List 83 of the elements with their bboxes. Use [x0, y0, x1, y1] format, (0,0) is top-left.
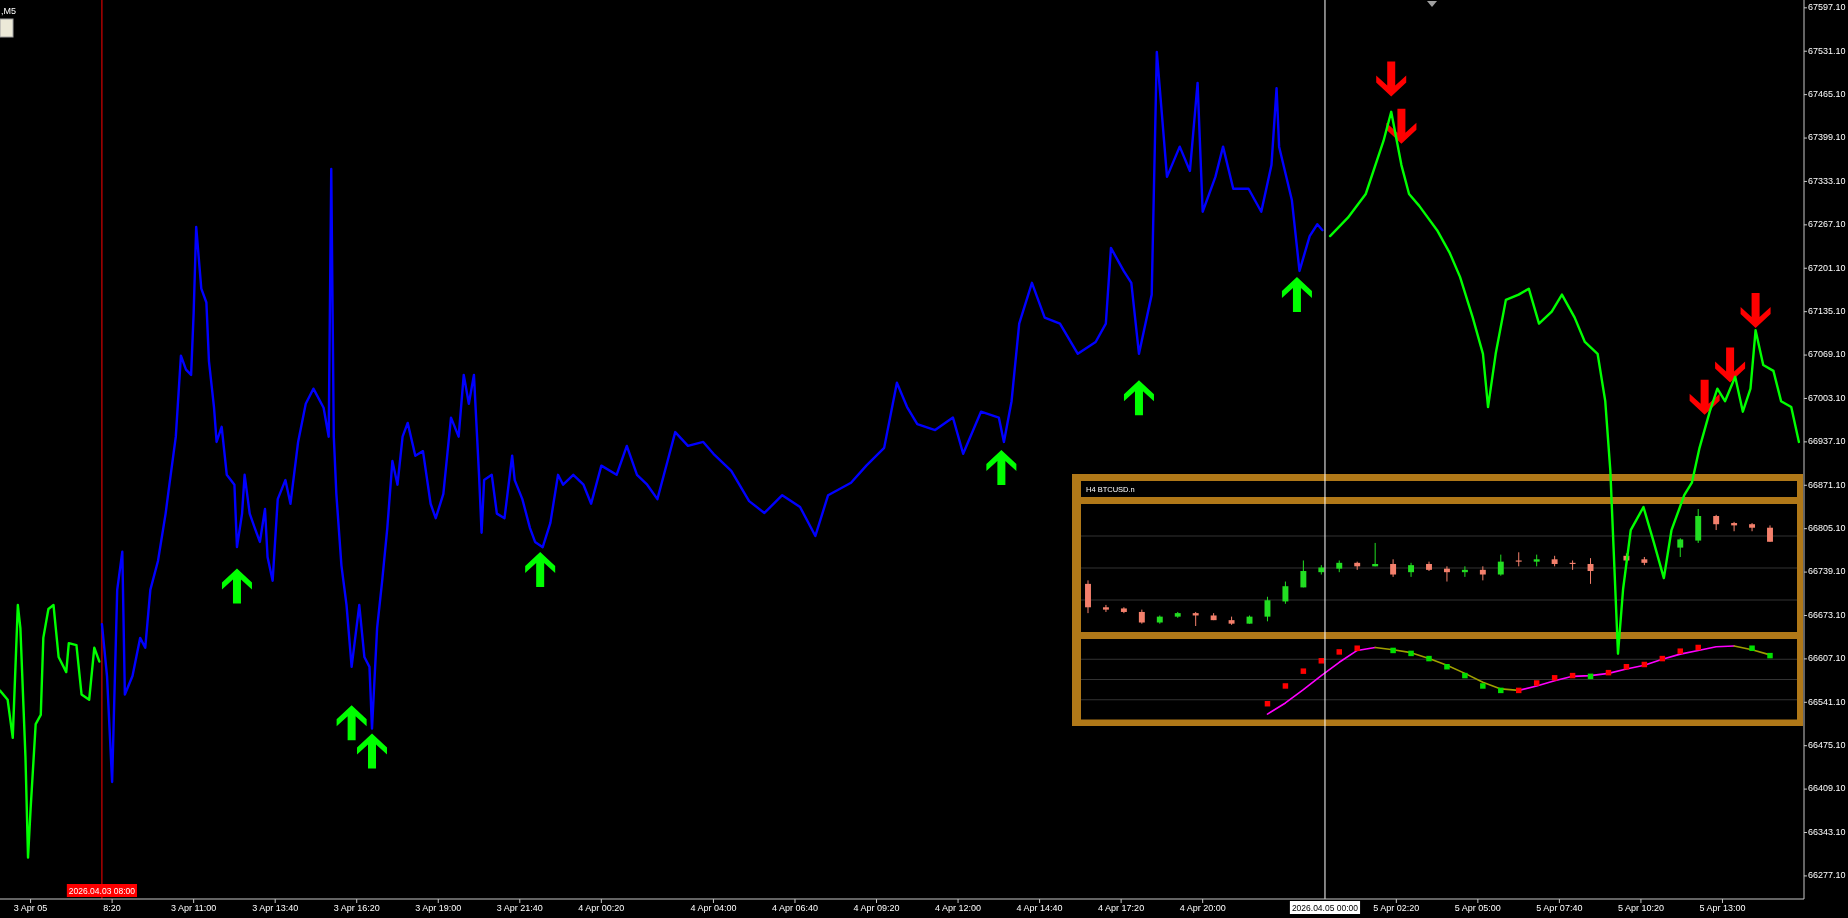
point	[1767, 652, 1773, 659]
x-tick-label: 3 Apr 16:20	[333, 903, 380, 913]
point	[357, 733, 388, 769]
point	[525, 552, 556, 588]
candlestick	[1282, 581, 1289, 605]
y-tick-label: 67267.10	[1808, 219, 1846, 230]
point	[336, 705, 367, 741]
point	[1336, 649, 1342, 655]
y-tick-label: 67003.10	[1808, 392, 1846, 403]
x-tick-label: 4 Apr 20:00	[1179, 903, 1226, 913]
x-tick-label: 5 Apr 02:20	[1373, 903, 1420, 913]
point	[1281, 277, 1312, 313]
point	[1426, 655, 1432, 662]
candlestick	[1677, 537, 1684, 558]
y-tick-label: 66277.10	[1808, 870, 1846, 881]
point	[1354, 645, 1360, 651]
y-tick-label: 66607.10	[1808, 653, 1846, 664]
point	[1386, 108, 1417, 144]
y-tick-label: 67333.10	[1808, 175, 1846, 186]
x-tick-label: 4 Apr 04:00	[690, 903, 737, 913]
line-series	[100, 50, 1324, 784]
x-tick-label: 3 Apr 13:40	[252, 903, 299, 913]
y-tick-label: 67597.10	[1808, 2, 1846, 13]
y-tick-label: 66475.10	[1808, 740, 1846, 751]
ref-line-label: 2026.04.03 08:00	[68, 886, 136, 896]
point	[1462, 672, 1468, 679]
point	[221, 568, 252, 604]
x-tick-label: 5 Apr 05:00	[1454, 903, 1501, 913]
y-tick-label: 67201.10	[1808, 262, 1846, 273]
x-tick-label: 4 Apr 00:20	[578, 903, 625, 913]
point	[1408, 650, 1414, 657]
point	[1533, 680, 1540, 686]
candlestick	[1300, 559, 1307, 588]
point	[1498, 687, 1504, 694]
x-tick-label: 5 Apr 10:20	[1617, 903, 1664, 913]
x-tick-label: 4 Apr 09:20	[853, 903, 900, 913]
y-tick-label: 67531.10	[1808, 45, 1846, 56]
y-tick-label: 66871.10	[1808, 479, 1846, 490]
y-tick-label: 67069.10	[1808, 349, 1846, 360]
y-tick-label: 66937.10	[1808, 436, 1846, 447]
point	[1123, 380, 1154, 416]
point	[1480, 683, 1486, 689]
point	[1740, 292, 1771, 328]
candlestick	[1102, 604, 1109, 613]
x-tick-label: 4 Apr 12:00	[935, 903, 982, 913]
ref-line-label: 2026.04.05 00:00	[1291, 903, 1359, 913]
candlestick	[1749, 522, 1756, 532]
point	[1715, 347, 1746, 383]
point	[1689, 379, 1720, 415]
y-tick-label: 67465.10	[1808, 89, 1846, 100]
y-tick-label: 66343.10	[1808, 826, 1846, 837]
point	[986, 450, 1017, 486]
y-tick-label: 67399.10	[1808, 132, 1846, 143]
x-tick-label: 5 Apr 07:40	[1536, 903, 1583, 913]
candlestick	[1085, 579, 1091, 614]
point	[1677, 648, 1683, 654]
y-tick-label: 66409.10	[1808, 783, 1846, 794]
x-tick-label: 4 Apr 14:40	[1016, 903, 1063, 913]
text: ,M5	[1, 6, 17, 16]
point	[1376, 61, 1407, 97]
x-tick-label: 8:20	[103, 903, 121, 913]
x-tick-label: 3 Apr 11:00	[170, 903, 217, 913]
x-tick-label: 5 Apr 13:00	[1699, 903, 1746, 913]
point	[1551, 675, 1558, 681]
x-tick-label: 3 Apr 19:00	[415, 903, 462, 913]
point	[1390, 647, 1396, 654]
point	[1695, 644, 1701, 651]
y-tick-label: 66541.10	[1808, 696, 1846, 707]
x-tick-label: 3 Apr 21:40	[496, 903, 543, 913]
x-tick-label: 4 Apr 06:40	[771, 903, 819, 913]
point	[1282, 683, 1289, 689]
y-tick-label: 66805.10	[1808, 523, 1846, 534]
candlestick	[1408, 562, 1415, 578]
point	[1300, 668, 1307, 674]
y-tick-label: 66739.10	[1808, 566, 1846, 577]
y-tick-label: 66673.10	[1808, 609, 1846, 620]
x-tick-label: 4 Apr 17:20	[1098, 903, 1145, 913]
point	[1749, 645, 1755, 651]
y-tick-label: 67135.10	[1808, 306, 1846, 317]
candlestick	[1497, 554, 1504, 577]
x-tick-label: 3 Apr 05	[13, 903, 48, 913]
point	[1318, 658, 1325, 664]
point	[1444, 663, 1450, 670]
